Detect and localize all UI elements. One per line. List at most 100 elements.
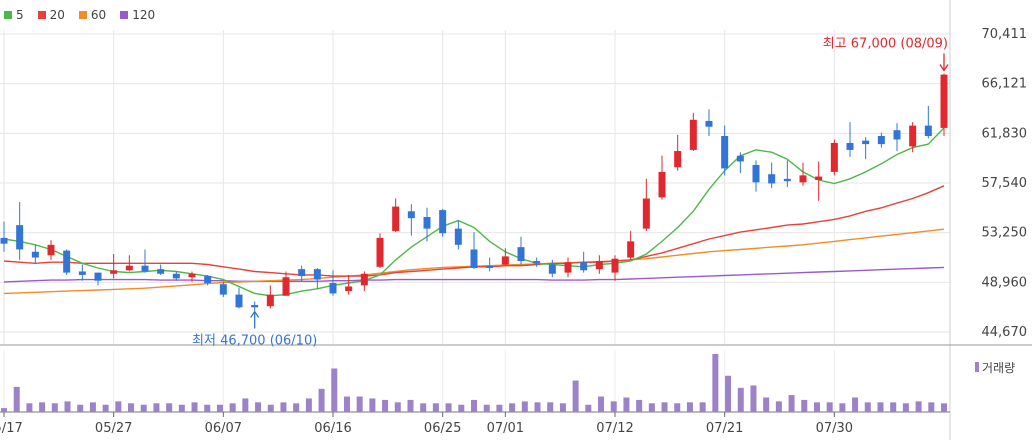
legend-swatch xyxy=(78,11,87,19)
candle-body xyxy=(517,247,525,262)
legend: 5 20 60 120 xyxy=(4,8,155,22)
candle-body xyxy=(376,237,384,267)
volume-bar xyxy=(445,403,452,412)
candle-body xyxy=(909,125,917,147)
y-tick-label: 44,670 xyxy=(982,325,1028,340)
volume-bar xyxy=(458,404,465,412)
candle-body xyxy=(345,286,353,292)
x-tick-label: 07/21 xyxy=(706,421,743,436)
volume-bar xyxy=(788,395,795,412)
x-tick-label: 07/30 xyxy=(816,421,853,436)
volume-bar xyxy=(382,399,389,412)
candle-body xyxy=(235,294,243,308)
x-tick-label: 07/01 xyxy=(487,421,524,436)
legend-swatch xyxy=(37,11,46,19)
volume-bar xyxy=(191,402,198,412)
candle-body xyxy=(63,250,71,273)
candle-body xyxy=(533,261,541,264)
candle-body xyxy=(204,276,212,284)
volume-bar xyxy=(902,403,909,412)
y-tick-label: 53,250 xyxy=(982,226,1028,241)
volume-bar xyxy=(153,403,160,412)
candle-body xyxy=(752,164,760,183)
candle-body xyxy=(0,237,8,244)
candle-body xyxy=(815,176,823,180)
volume-bar xyxy=(496,404,503,412)
y-tick-label: 66,121 xyxy=(982,77,1028,92)
volume-label: 거래량 xyxy=(982,361,1015,375)
y-tick-label: 57,540 xyxy=(982,176,1028,191)
volume-bar xyxy=(648,403,655,412)
volume-bar xyxy=(471,399,477,412)
candle-body xyxy=(266,294,274,307)
volume-bar xyxy=(89,402,96,412)
volume-bar xyxy=(712,354,719,412)
high-annotation: 최고 67,000 (08/09) xyxy=(823,36,948,51)
volume-bar xyxy=(115,401,122,412)
volume-bar xyxy=(229,403,236,412)
candle-body xyxy=(313,269,321,280)
volume-bar xyxy=(623,397,630,412)
high-arrow-head xyxy=(939,64,949,72)
legend-item-20: 20 xyxy=(37,8,65,22)
volume-bar xyxy=(877,402,884,412)
candle-body xyxy=(329,283,337,294)
volume-bar xyxy=(636,399,643,412)
volume-bar xyxy=(598,396,605,412)
candle-body xyxy=(78,271,86,275)
volume-bar xyxy=(280,402,287,412)
volume-bar xyxy=(509,403,516,412)
volume-bar xyxy=(420,403,427,412)
candle-body xyxy=(125,265,133,271)
candle-body xyxy=(470,249,478,268)
volume-bar xyxy=(890,402,897,412)
legend-label: 120 xyxy=(132,8,156,22)
candle-body xyxy=(924,125,932,137)
volume-bar xyxy=(521,401,528,412)
volume-bar xyxy=(864,402,871,412)
candle-body xyxy=(392,206,400,231)
volume-bar xyxy=(674,403,681,412)
candle-body xyxy=(486,265,494,268)
volume-bar xyxy=(178,404,185,412)
volume-legend-swatch xyxy=(975,362,979,372)
legend-item-5: 5 xyxy=(4,8,24,22)
volume-bar xyxy=(1,408,7,412)
volume-bar xyxy=(585,404,592,412)
low-arrow-head xyxy=(250,310,260,318)
volume-bar xyxy=(725,375,732,412)
candle-body xyxy=(721,136,729,169)
candle-body xyxy=(736,155,744,162)
candle-body xyxy=(846,142,854,150)
volume-bar xyxy=(77,404,84,412)
y-tick-label: 61,830 xyxy=(982,126,1028,141)
candle-body xyxy=(251,305,259,308)
volume-bar xyxy=(140,404,147,412)
candle-body xyxy=(658,171,666,198)
volume-bar xyxy=(483,404,490,412)
candle-body xyxy=(110,270,118,274)
x-tick-label: 07/12 xyxy=(596,421,633,436)
volume-bar xyxy=(699,402,706,412)
volume-bar xyxy=(534,402,541,412)
volume-bar xyxy=(305,398,312,412)
volume-bar xyxy=(813,402,820,412)
candle-body xyxy=(407,211,415,219)
volume-bar xyxy=(64,401,71,412)
volume-bar xyxy=(852,397,859,412)
candle-body xyxy=(595,261,603,270)
candle-body xyxy=(501,256,509,265)
candle-body xyxy=(783,178,791,182)
volume-bar xyxy=(293,403,300,412)
candle-body xyxy=(768,174,776,184)
candle-body xyxy=(862,140,870,145)
candle-body xyxy=(439,210,447,234)
candle-body xyxy=(893,130,901,140)
legend-swatch xyxy=(4,11,12,19)
volume-bar xyxy=(102,404,109,412)
candle-body xyxy=(627,241,635,258)
candle-body xyxy=(360,273,368,286)
candle-body xyxy=(674,151,682,168)
volume-bar xyxy=(128,403,135,412)
